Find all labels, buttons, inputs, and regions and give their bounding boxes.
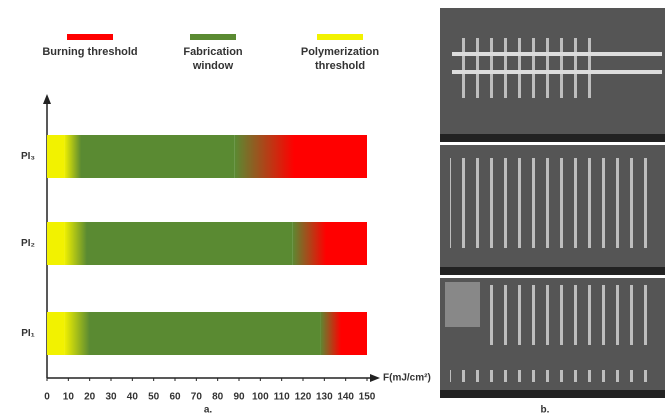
sem-infobar <box>440 134 665 142</box>
x-tick-label: 80 <box>212 392 224 403</box>
bar-segment <box>47 135 64 178</box>
x-axis-label: F(mJ/cm²) <box>383 373 431 384</box>
sem-infobar <box>440 390 665 398</box>
x-tick-label: 20 <box>84 392 96 403</box>
sem-debris <box>445 282 480 327</box>
legend-swatch <box>190 34 236 40</box>
x-tick-label: 0 <box>44 392 50 403</box>
x-tick-label: 90 <box>233 392 245 403</box>
x-tick-label: 70 <box>191 392 203 403</box>
panel-label: a. <box>204 405 213 416</box>
bar-segment <box>64 222 292 265</box>
legend-label: Burning threshold <box>35 45 145 59</box>
x-tick-label: 130 <box>316 392 333 403</box>
bar-segment <box>292 222 367 265</box>
bar-segment <box>64 312 320 355</box>
x-tick-label: 40 <box>127 392 139 403</box>
sem-images <box>440 8 665 398</box>
x-tick-label: 120 <box>295 392 312 403</box>
legend-label: Polymerization threshold <box>300 45 380 73</box>
legend-label: Fabrication window <box>173 45 253 73</box>
y-tick-label: PI₁ <box>21 328 35 339</box>
sem-rail <box>452 52 662 56</box>
legend-swatch <box>317 34 363 40</box>
x-axis-arrow <box>370 374 380 382</box>
sem-structure <box>450 158 650 248</box>
x-tick-label: 50 <box>148 392 160 403</box>
bar-segment <box>47 222 64 265</box>
bar-segment <box>320 312 367 355</box>
bar-segment <box>47 312 64 355</box>
sem-structure <box>450 370 650 382</box>
bar-segment <box>235 135 367 178</box>
sem-structure <box>480 285 650 345</box>
y-tick-label: PI₃ <box>21 151 35 162</box>
figure: F(mJ/cm²) a. b. 0 10 20 30 40 50 60 70 80 90 100 11… <box>0 0 665 419</box>
x-tick-label: 100 <box>252 392 269 403</box>
x-tick-label: 110 <box>274 392 291 403</box>
sem-rail <box>452 70 662 74</box>
sem-infobar <box>440 267 665 275</box>
sem-structure <box>452 38 602 98</box>
x-tick-label: 140 <box>337 392 354 403</box>
y-tick-label: PI₂ <box>21 238 35 249</box>
panel-label: b. <box>541 405 550 416</box>
x-tick-label: 150 <box>359 392 376 403</box>
y-axis-arrow <box>43 94 51 104</box>
bar-segment <box>64 135 235 178</box>
x-tick-label: 10 <box>63 392 75 403</box>
x-tick-label: 60 <box>169 392 181 403</box>
x-tick-label: 30 <box>105 392 117 403</box>
legend-swatch <box>67 34 113 40</box>
